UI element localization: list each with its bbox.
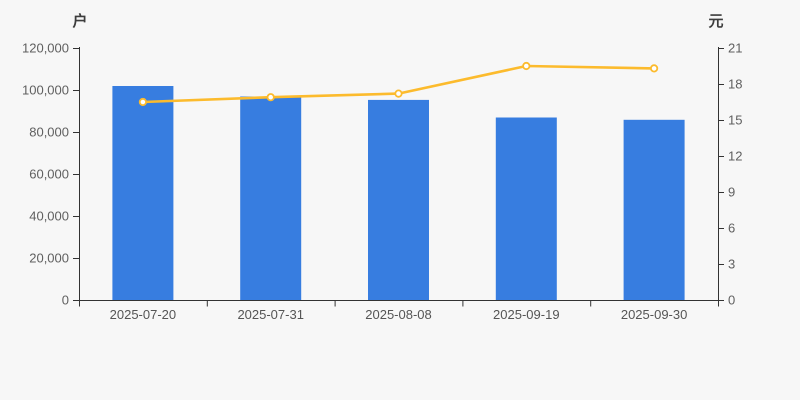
x-axis-category-label: 2025-09-19 xyxy=(493,307,560,322)
bar-2025-09-30[interactable] xyxy=(623,119,685,300)
left-axis-tick-label: 20,000 xyxy=(29,251,69,266)
right-axis-tick-label: 21 xyxy=(728,41,742,56)
right-axis-unit-label: 元 xyxy=(708,13,724,30)
price-line-point-2025-08-08[interactable] xyxy=(394,89,403,98)
x-axis-category-label: 2025-08-08 xyxy=(365,307,432,322)
price-line-point-2025-09-30[interactable] xyxy=(649,64,659,73)
left-axis-tick-label: 100,000 xyxy=(22,83,69,98)
price-line-point-2025-07-20[interactable] xyxy=(138,97,147,107)
price-line-point-2025-07-31[interactable] xyxy=(266,93,275,102)
right-axis-tick-label: 0 xyxy=(728,293,735,308)
bar-2025-07-31[interactable] xyxy=(240,96,302,301)
right-axis-tick-label: 15 xyxy=(728,113,742,128)
left-axis-tick-label: 40,000 xyxy=(29,209,69,224)
left-axis-tick-label: 120,000 xyxy=(22,41,69,56)
right-axis-tick-label: 18 xyxy=(728,77,742,92)
x-axis-category-label: 2025-07-31 xyxy=(237,307,304,322)
right-axis-tick-label: 9 xyxy=(728,185,735,200)
x-axis-category-label: 2025-09-30 xyxy=(621,307,688,322)
right-axis-tick-label: 6 xyxy=(728,221,735,236)
bar-2025-07-20[interactable] xyxy=(112,86,174,300)
right-axis-tick-label: 3 xyxy=(728,257,735,272)
right-axis-tick-label: 12 xyxy=(728,149,742,164)
x-axis-category-label: 2025-07-20 xyxy=(110,307,177,322)
bar-2025-08-08[interactable] xyxy=(368,99,429,301)
left-axis-tick-label: 0 xyxy=(62,293,69,308)
left-axis-unit-label: 户 xyxy=(72,13,88,30)
bar-2025-09-19[interactable] xyxy=(495,117,557,301)
left-axis-tick-label: 60,000 xyxy=(29,167,69,182)
price-line-point-2025-09-19[interactable] xyxy=(522,61,531,71)
left-axis-tick-label: 80,000 xyxy=(29,125,69,140)
